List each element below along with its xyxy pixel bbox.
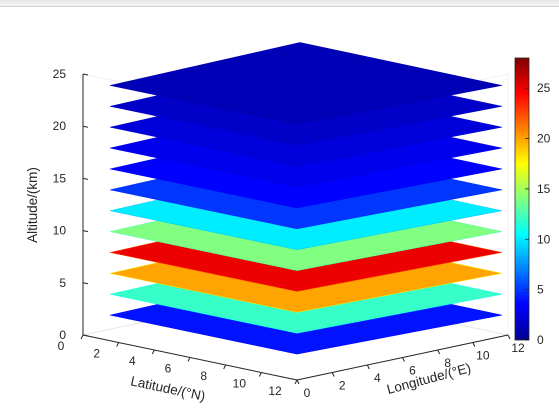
z-axis-label: Altitude/(km) — [25, 167, 40, 243]
colorbar-tick-label: 20 — [537, 132, 551, 146]
z-tick-label: 20 — [53, 119, 67, 133]
y-tick-mark — [366, 364, 370, 370]
y-tick-label: 4 — [374, 371, 381, 385]
x-tick-label: 2 — [93, 347, 100, 361]
y-tick-mark — [296, 379, 300, 385]
colorbar-tick-label: 15 — [537, 182, 551, 196]
x-tick-label: 4 — [129, 354, 136, 368]
z-tick-label: 10 — [53, 224, 67, 238]
y-tick-mark — [472, 342, 476, 347]
z-tick-mark — [82, 334, 89, 337]
y-tick-label: 10 — [476, 349, 490, 363]
y-tick-mark — [331, 372, 335, 377]
window-top-bar — [0, 0, 559, 7]
colorbar-tick-label: 25 — [537, 81, 551, 95]
z-tick-label: 15 — [53, 171, 67, 185]
z-tick-mark — [82, 73, 89, 76]
y-tick-label: 2 — [339, 379, 346, 393]
z-tick-label: 5 — [59, 276, 66, 290]
slice-plane — [109, 42, 503, 125]
slices-group — [109, 42, 503, 355]
z-tick-label: 25 — [53, 67, 67, 81]
colorbar-tick-label: 10 — [537, 232, 551, 246]
colorbar-gradient — [514, 57, 530, 341]
x-axis-label: Latitude/(°N) — [129, 373, 206, 403]
z-tick-mark — [82, 177, 89, 180]
y-tick-label: 6 — [409, 364, 416, 378]
y-tick-mark — [402, 357, 405, 362]
z-tick-mark — [82, 125, 89, 128]
z-axis-ticks: 0 5 10 15 20 25 — [53, 67, 89, 342]
z-tick-label: 0 — [59, 328, 66, 342]
x-tick-mark — [223, 364, 227, 370]
x-tick-label: 10 — [233, 377, 247, 391]
x-tick-mark — [151, 349, 155, 355]
y-tick-label: 8 — [444, 356, 451, 370]
x-tick-mark — [258, 372, 262, 377]
x-tick-label: 0 — [58, 339, 65, 353]
colorbar-tick-label: 0 — [537, 333, 544, 347]
x-tick-mark — [116, 342, 120, 347]
watermark: https://blog.csdn.net/qq_32502421 — [370, 393, 539, 405]
x-tick-label: 6 — [165, 362, 172, 376]
colorbar-ticks: 0 5 10 15 20 25 — [525, 81, 551, 347]
x-tick-mark — [187, 357, 191, 362]
colorbar-tick-label: 5 — [537, 283, 544, 297]
y-tick-mark — [507, 334, 511, 340]
y-tick-label: 12 — [511, 341, 525, 355]
y-axis-label: Longitude/(°E) — [385, 360, 472, 397]
x-tick-label: 12 — [268, 384, 282, 398]
x-tick-mark — [80, 334, 84, 340]
x-tick-mark — [294, 379, 298, 385]
x-axis-ticks: 0 2 4 6 8 10 12 — [58, 334, 298, 398]
y-tick-mark — [437, 349, 441, 355]
z-tick-mark — [82, 230, 89, 233]
y-axis-ticks: 0 2 4 6 8 10 12 — [296, 334, 525, 400]
z-tick-mark — [82, 282, 89, 285]
colorbar: 0 5 10 15 20 25 — [514, 57, 551, 347]
x-tick-label: 8 — [200, 369, 207, 383]
y-tick-label: 0 — [304, 386, 311, 400]
